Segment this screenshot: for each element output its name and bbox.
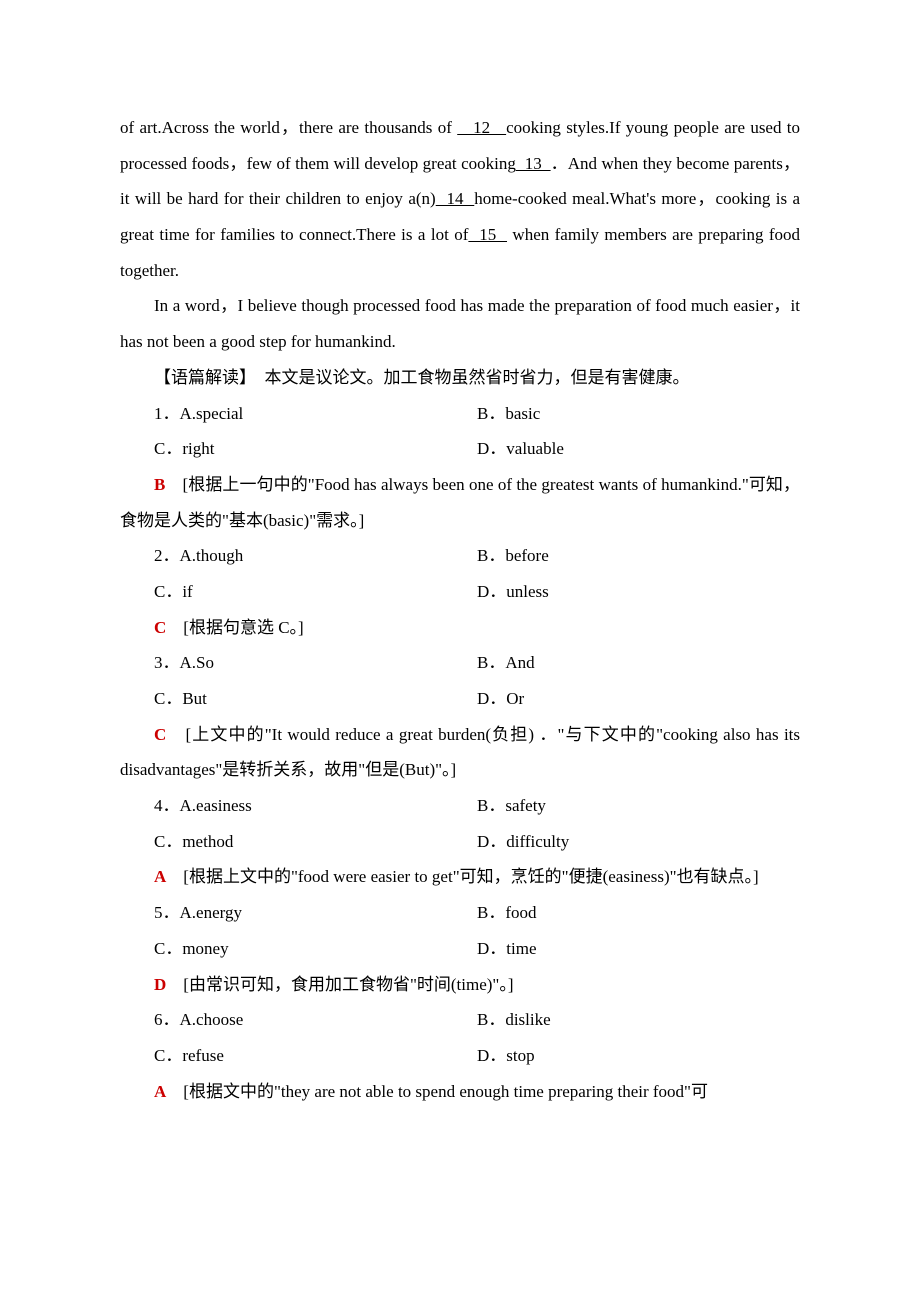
- q1-opt-d: D．valuable: [477, 431, 800, 467]
- q5-opt-a: 5．A.energy: [154, 895, 477, 931]
- q5-a-text: A.energy: [180, 903, 242, 922]
- q2-opt-a: 2．A.though: [154, 538, 477, 574]
- q5-opt-c: C．money: [154, 931, 477, 967]
- question-4-row-1: 4．A.easiness B．safety: [120, 788, 800, 824]
- q6-answer-letter: A: [154, 1082, 166, 1101]
- blank-12: 12: [457, 118, 506, 137]
- q5-answer-letter: D: [154, 975, 166, 994]
- q4-answer-letter: A: [120, 867, 166, 886]
- q6-answer: A [根据文中的"they are not able to spend enou…: [120, 1074, 800, 1110]
- q4-answer: A [根据上文中的"food were easier to get"可知，烹饪的…: [120, 859, 800, 895]
- q3-answer: C [上文中的"It would reduce a great burden(负…: [120, 717, 800, 788]
- q3-answer-letter: C: [120, 725, 166, 744]
- q6-opt-c: C．refuse: [154, 1038, 477, 1074]
- question-2-row-1: 2．A.though B．before: [120, 538, 800, 574]
- q1-explanation: [根据上一句中的"Food has always been one of the…: [120, 475, 800, 530]
- q2-a-text: A.though: [180, 546, 244, 565]
- q1-opt-b: B．basic: [477, 396, 800, 432]
- question-6-row-1: 6．A.choose B．dislike: [120, 1002, 800, 1038]
- q1-num: 1: [154, 404, 163, 423]
- q6-opt-d: D．stop: [477, 1038, 800, 1074]
- q5-answer: D [由常识可知，食用加工食物省"时间(time)"。]: [120, 967, 800, 1003]
- q3-opt-c: C．But: [154, 681, 477, 717]
- passage-paragraph-2: In a word，I believe though processed foo…: [120, 288, 800, 359]
- q3-opt-a: 3．A.So: [154, 645, 477, 681]
- q3-opt-d: D．Or: [477, 681, 800, 717]
- q4-a-text: A.easiness: [180, 796, 252, 815]
- q1-a-text: A.special: [180, 404, 244, 423]
- q5-num: 5: [154, 903, 163, 922]
- q5-opt-b: B．food: [477, 895, 800, 931]
- question-4-row-2: C．method D．difficulty: [120, 824, 800, 860]
- question-5-row-2: C．money D．time: [120, 931, 800, 967]
- q2-num: 2: [154, 546, 163, 565]
- q4-opt-b: B．safety: [477, 788, 800, 824]
- blank-14: 14: [436, 189, 475, 208]
- q3-opt-b: B．And: [477, 645, 800, 681]
- question-6-row-2: C．refuse D．stop: [120, 1038, 800, 1074]
- analysis-label: 【语篇解读】 本文是议论文。加工食物虽然省时省力，但是有害健康。: [120, 360, 800, 396]
- q4-explanation: [根据上文中的"food were easier to get"可知，烹饪的"便…: [183, 867, 758, 886]
- q6-explanation: [根据文中的"they are not able to spend enough…: [183, 1082, 708, 1101]
- q6-num: 6: [154, 1010, 163, 1029]
- q1-opt-a: 1．A.special: [154, 396, 477, 432]
- q3-a-text: A.So: [180, 653, 214, 672]
- passage-paragraph-1: of art.Across the world，there are thousa…: [120, 110, 800, 288]
- q6-a-text: A.choose: [180, 1010, 244, 1029]
- q1-opt-c: C．right: [154, 431, 477, 467]
- q2-answer-letter: C: [154, 618, 166, 637]
- q2-explanation: [根据句意选 C。]: [183, 618, 303, 637]
- q4-opt-c: C．method: [154, 824, 477, 860]
- q6-opt-b: B．dislike: [477, 1002, 800, 1038]
- question-5-row-1: 5．A.energy B．food: [120, 895, 800, 931]
- q6-opt-a: 6．A.choose: [154, 1002, 477, 1038]
- question-1-row-2: C．right D．valuable: [120, 431, 800, 467]
- q5-opt-d: D．time: [477, 931, 800, 967]
- question-1-row-1: 1．A.special B．basic: [120, 396, 800, 432]
- q3-explanation: [上文中的"It would reduce a great burden(负担)…: [120, 725, 800, 780]
- question-3-row-1: 3．A.So B．And: [120, 645, 800, 681]
- q2-opt-c: C．if: [154, 574, 477, 610]
- p1-seg-a: of art.Across the world，there are thousa…: [120, 118, 457, 137]
- question-3-row-2: C．But D．Or: [120, 681, 800, 717]
- blank-15: 15: [468, 225, 507, 244]
- q4-opt-d: D．difficulty: [477, 824, 800, 860]
- blank-13: 13: [516, 154, 551, 173]
- q3-num: 3: [154, 653, 163, 672]
- q4-opt-a: 4．A.easiness: [154, 788, 477, 824]
- q4-num: 4: [154, 796, 163, 815]
- q2-answer: C [根据句意选 C。]: [120, 610, 800, 646]
- question-2-row-2: C．if D．unless: [120, 574, 800, 610]
- q2-opt-b: B．before: [477, 538, 800, 574]
- q1-answer: B [根据上一句中的"Food has always been one of t…: [120, 467, 800, 538]
- q5-explanation: [由常识可知，食用加工食物省"时间(time)"。]: [183, 975, 513, 994]
- q1-answer-letter: B: [120, 475, 165, 494]
- q2-opt-d: D．unless: [477, 574, 800, 610]
